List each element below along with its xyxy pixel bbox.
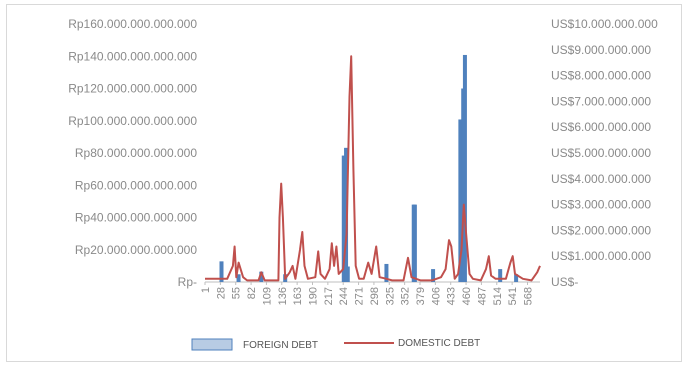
x-axis-tick-label: 514 (492, 287, 504, 305)
right-axis-tick-label: US$2.000.000.000 (551, 223, 651, 237)
x-axis-tick-label: 460 (461, 287, 473, 305)
left-axis-tick-label: Rp40.000.000.000.000 (75, 211, 197, 225)
right-axis-tick-label: US$8.000.000.000 (551, 69, 651, 83)
right-axis-tick-label: US$10.000.000.000 (551, 17, 658, 31)
x-axis-tick-label: 325 (384, 287, 396, 305)
legend-label-domestic-debt: DOMESTIC DEBT (398, 338, 480, 349)
x-axis-tick-label: 136 (277, 287, 289, 305)
x-axis-tick-label: 163 (292, 287, 304, 305)
right-axis-tick-label: US$7.000.000.000 (551, 94, 651, 108)
foreign-debt-bar (341, 155, 346, 282)
left-axis-tick-label: Rp160.000.000.000.000 (68, 17, 197, 31)
x-axis-tick-label: 28 (215, 287, 227, 299)
foreign-debt-bar (384, 263, 389, 282)
left-axis-ticks: Rp160.000.000.000.000 Rp140.000.000.000.0… (68, 17, 197, 289)
left-axis-tick-label: Rp80.000.000.000.000 (75, 146, 197, 160)
legend-label-foreign-debt: FOREIGN DEBT (243, 340, 318, 351)
right-axis-tick-label: US$1.000.000.000 (551, 249, 651, 263)
foreign-debt-bar (236, 274, 241, 282)
right-axis-tick-label: US$6.000.000.000 (551, 120, 651, 134)
left-axis-tick-label: Rp120.000.000.000.000 (68, 82, 197, 96)
x-axis-tick-label: 568 (522, 287, 534, 305)
x-axis-tick-label: 217 (323, 287, 335, 305)
legend-swatch-foreign-debt (191, 338, 233, 351)
x-axis-tick-label: 541 (507, 287, 519, 305)
x-axis-tick-label: 1 (200, 287, 212, 293)
x-axis-tick-label: 487 (476, 287, 488, 305)
left-axis-tick-label: Rp- (178, 275, 197, 289)
left-axis-tick-label: Rp20.000.000.000.000 (75, 243, 197, 257)
right-axis-tick-label: US$9.000.000.000 (551, 43, 651, 57)
x-axis-tick-label: 352 (400, 287, 412, 305)
right-axis-tick-label: US$5.000.000.000 (551, 146, 651, 160)
x-axis-ticks: 1 28 55 82 109 136 163 190 217 244 271 298 325 352 379… (200, 282, 534, 305)
x-axis-tick-label: 433 (446, 287, 458, 305)
left-axis-tick-label: Rp100.000.000.000.000 (68, 114, 197, 128)
left-axis-tick-label: Rp60.000.000.000.000 (75, 178, 197, 192)
x-axis-tick-label: 244 (338, 287, 350, 305)
left-axis-tick-label: Rp140.000.000.000.000 (68, 49, 197, 63)
foreign-debt-bar (462, 54, 467, 283)
foreign-debt-bar (345, 266, 350, 282)
right-axis-tick-label: US$4.000.000.000 (551, 172, 651, 186)
x-axis-tick-label: 190 (307, 287, 319, 305)
x-axis-tick-label: 82 (246, 287, 258, 299)
right-axis-ticks: US$10.000.000.000 US$9.000.000.000 US$8.00… (551, 17, 658, 289)
x-axis-tick-label: 271 (354, 287, 366, 305)
x-axis-tick-label: 298 (369, 287, 381, 305)
foreign-debt-bars (219, 54, 519, 283)
foreign-debt-bar (431, 269, 436, 282)
x-axis-tick-label: 55 (231, 287, 243, 299)
foreign-debt-bar (458, 119, 463, 283)
right-axis-tick-label: US$3.000.000.000 (551, 198, 651, 212)
x-axis-tick-label: 379 (415, 287, 427, 305)
foreign-debt-bar (219, 261, 224, 282)
x-axis-tick-label: 109 (261, 287, 273, 305)
right-axis-tick-label: US$- (551, 275, 578, 289)
foreign-debt-bar (412, 204, 417, 282)
foreign-debt-bar (498, 269, 503, 282)
foreign-debt-bar (259, 271, 264, 282)
x-axis-tick-label: 406 (430, 287, 442, 305)
domestic-debt-line (205, 55, 541, 282)
foreign-debt-bar (514, 274, 519, 282)
legend: FOREIGN DEBT DOMESTIC DEBT (191, 338, 480, 351)
